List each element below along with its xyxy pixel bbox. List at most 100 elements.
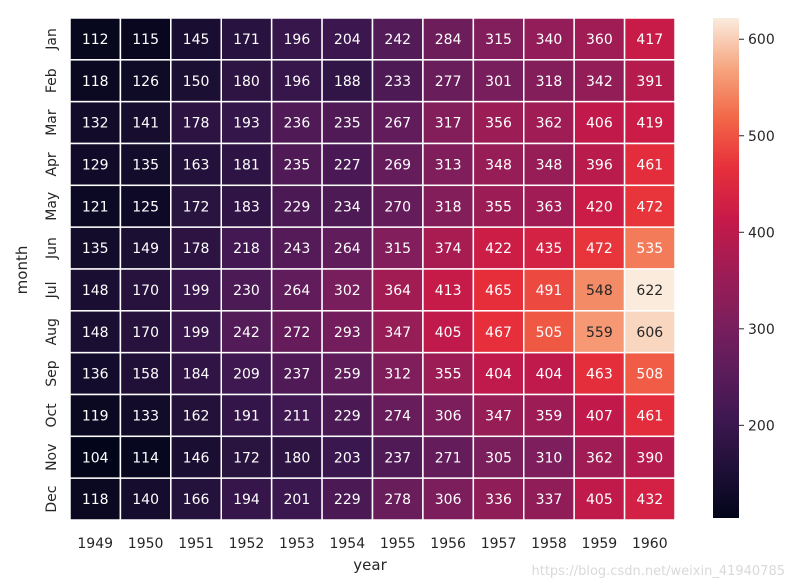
heatmap-cell [573,435,626,479]
cell-value-label: 422 [485,241,512,257]
x-tick-label: 1958 [531,536,567,552]
x-tick-label: 1951 [178,536,214,552]
colorbar-ticks: 200 300 400 500 600 [739,32,775,434]
cell-value-label: 461 [636,157,663,173]
heatmap-cell [472,435,525,479]
colorbar-tick-label: 200 [748,418,775,434]
cell-value-label: 204 [334,32,361,48]
heatmap-cell [371,184,424,228]
cell-value-label: 191 [233,408,260,424]
cell-value-label: 548 [586,283,613,299]
cell-value-label: 229 [334,408,361,424]
x-axis-label: year [353,556,387,574]
heatmap-cell [371,268,424,312]
cell-value-label: 348 [536,157,563,173]
heatmap-cell [119,435,172,479]
heatmap-cell [220,310,273,354]
cell-value-label: 606 [636,325,663,341]
heatmap-cell [573,142,626,187]
y-tick-label: Jan [44,28,60,51]
heatmap-cell [573,310,626,354]
heatmap-cell [321,184,374,228]
cell-value-label: 183 [233,199,260,215]
heatmap-cell [371,59,424,103]
cell-value-label: 472 [636,199,663,215]
heatmap-cell [69,268,122,312]
cell-value-label: 362 [536,116,563,132]
cell-value-label: 313 [435,157,462,173]
heatmap-cell [69,184,122,228]
cell-value-label: 229 [334,492,361,508]
heatmap-cell [371,310,424,354]
heatmap-cell [422,184,475,228]
cell-value-label: 194 [233,492,260,508]
cell-value-label: 318 [435,199,462,215]
heatmap-cell [270,310,323,354]
y-axis-label: month [13,246,31,295]
heatmap-cell [119,17,172,61]
cell-value-label: 336 [485,492,512,508]
heatmap-cell [523,17,575,61]
cell-value-label: 243 [284,241,311,257]
cell-value-label: 135 [132,157,159,173]
heatmap-cell [220,226,273,270]
y-tick-label: Apr [44,152,60,176]
heatmap-cell [220,59,273,103]
heatmap-cell [523,268,575,312]
heatmap-cell [321,17,374,61]
cell-value-label: 284 [435,32,462,48]
cell-value-label: 337 [536,492,563,508]
cell-value-label: 148 [82,283,109,299]
x-tick-label: 1954 [329,536,365,552]
cell-value-label: 125 [132,199,159,215]
heatmap-cell [422,393,475,438]
y-tick-label: Nov [44,444,60,471]
cell-value-label: 374 [435,241,462,257]
cell-value-label: 271 [435,450,462,466]
colorbar-tick-label: 400 [748,225,775,241]
cell-value-label: 347 [384,325,411,341]
heatmap-cell [321,226,374,270]
heatmap-cell [270,268,323,312]
cell-value-label: 136 [82,367,109,383]
cell-value-label: 310 [536,450,563,466]
heatmap-cell [523,477,575,521]
cell-value-label: 126 [132,74,159,90]
heatmap-cell [270,184,323,228]
cell-value-label: 347 [485,408,512,424]
cell-value-label: 114 [132,450,159,466]
cell-value-label: 158 [132,367,159,383]
cell-value-label: 318 [536,74,563,90]
heatmap-cell [472,226,525,270]
heatmap-cell [472,142,525,187]
y-tick-label: Oct [44,403,60,428]
cell-value-label: 237 [384,450,411,466]
heatmap-cell [472,351,525,396]
cell-value-label: 362 [586,450,613,466]
heatmap-cell [170,435,222,479]
cell-value-label: 203 [334,450,361,466]
heatmap-cell [422,17,475,61]
cell-value-label: 145 [183,32,210,48]
cell-value-label: 264 [284,283,311,299]
cell-value-label: 406 [586,116,613,132]
heatmap-cell [69,17,122,61]
cell-value-label: 355 [435,367,462,383]
heatmap-cell [321,435,374,479]
cell-value-label: 178 [183,241,210,257]
cell-value-label: 233 [384,74,411,90]
cell-value-label: 278 [384,492,411,508]
heatmap-cell [371,435,424,479]
cell-value-label: 463 [586,367,613,383]
heatmap-cell [170,310,222,354]
heatmap-cell [321,477,374,521]
heatmap-cell [472,268,525,312]
cell-value-label: 149 [132,241,159,257]
y-tick-label: Jun [44,237,60,260]
heatmap-cell [422,59,475,103]
heatmap-cell [270,477,323,521]
heatmap-cell [69,142,122,187]
cell-value-label: 622 [636,283,663,299]
cell-value-label: 181 [233,157,260,173]
cell-value-label: 404 [485,367,512,383]
